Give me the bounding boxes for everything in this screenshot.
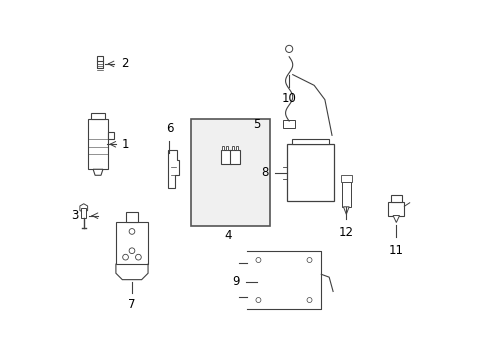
Circle shape <box>306 297 311 302</box>
Circle shape <box>122 254 128 260</box>
Text: 5: 5 <box>253 118 260 131</box>
Text: 4: 4 <box>224 229 232 242</box>
Bar <box>230 150 240 163</box>
Text: 8: 8 <box>261 166 268 179</box>
Text: 12: 12 <box>338 226 353 239</box>
Bar <box>97 57 103 62</box>
Polygon shape <box>93 169 103 175</box>
Text: 11: 11 <box>388 244 403 257</box>
Bar <box>282 120 295 128</box>
Bar <box>88 119 108 169</box>
Polygon shape <box>80 204 87 213</box>
Circle shape <box>306 257 311 262</box>
Text: 7: 7 <box>128 298 136 311</box>
Bar <box>341 182 350 207</box>
Polygon shape <box>392 216 399 222</box>
Bar <box>116 222 148 264</box>
Circle shape <box>255 297 261 302</box>
Bar <box>235 146 237 150</box>
Polygon shape <box>167 150 179 188</box>
Circle shape <box>129 229 135 234</box>
Bar <box>108 132 114 139</box>
Polygon shape <box>343 207 348 214</box>
Circle shape <box>285 45 292 53</box>
Bar <box>125 212 138 222</box>
Circle shape <box>255 257 261 262</box>
Bar <box>190 119 269 226</box>
Text: 1: 1 <box>121 138 128 151</box>
Bar <box>291 139 328 144</box>
Text: 10: 10 <box>281 93 296 105</box>
Text: 9: 9 <box>232 275 240 288</box>
Bar <box>287 144 333 202</box>
Bar <box>340 175 351 182</box>
Bar <box>81 208 86 218</box>
Bar <box>222 146 224 150</box>
Bar <box>91 113 105 119</box>
Bar <box>225 146 228 150</box>
Bar <box>231 146 233 150</box>
Circle shape <box>129 248 135 253</box>
Text: 6: 6 <box>165 122 173 135</box>
Bar <box>387 202 404 216</box>
Circle shape <box>135 254 141 260</box>
Bar <box>220 150 230 163</box>
Text: 3: 3 <box>71 209 78 222</box>
Text: 2: 2 <box>121 57 128 71</box>
Bar <box>390 195 401 202</box>
